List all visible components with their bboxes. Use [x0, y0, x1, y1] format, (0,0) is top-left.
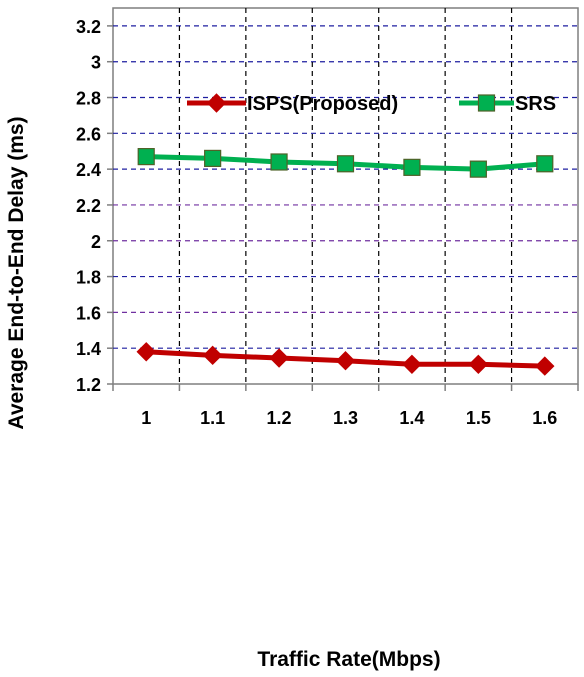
y-tick-label: 2.6 [76, 124, 101, 144]
x-tick-label: 1.4 [399, 408, 424, 428]
x-tick-label: 1.3 [333, 408, 358, 428]
x-tick-label: 1.6 [532, 408, 557, 428]
data-point [270, 153, 288, 171]
y-tick-label: 1.8 [76, 268, 101, 288]
legend-item: SRS [459, 93, 556, 115]
x-axis-title: Traffic Rate(Mbps) [257, 648, 440, 671]
legend-label: SRS [515, 93, 556, 115]
data-point [336, 155, 355, 173]
plot-area-border [112, 7, 579, 385]
data-point [469, 160, 487, 178]
legend-marker [477, 94, 496, 112]
y-axis-title: Average End-to-End Delay (ms) [5, 116, 28, 429]
plot-frame-group [112, 7, 579, 385]
y-tick-label: 2.8 [76, 89, 101, 109]
y-tick-label: 2 [91, 232, 101, 252]
data-point [536, 155, 554, 173]
data-point [403, 158, 421, 176]
data-point [402, 354, 422, 375]
x-tick-label: 1.2 [267, 408, 292, 428]
data-point [204, 149, 222, 167]
legend: ISPS(Proposed) SRS [187, 93, 556, 115]
legend-item: ISPS(Proposed) [187, 93, 398, 115]
legend-marker [206, 93, 227, 113]
data-point [535, 356, 555, 376]
x-tick-label: 1.5 [466, 408, 491, 428]
data-point [468, 354, 489, 375]
data-point [335, 351, 356, 371]
data-point [136, 342, 156, 362]
data-point [137, 148, 155, 166]
y-tick-label: 1.2 [76, 375, 101, 395]
legend-label: ISPS(Proposed) [247, 93, 398, 115]
axes: 1.2 1.4 1.6 1.8 2 2.2 2.4 2.6 2.8 3 3.2 1 1.1 1.2 1.3 1… [76, 17, 579, 428]
y-tick-label: 3 [91, 53, 101, 73]
y-tick-label: 1.6 [76, 303, 101, 323]
gridlines [113, 8, 578, 384]
data-point [202, 345, 223, 366]
x-tick-label: 1.1 [200, 408, 225, 428]
series-lines [136, 148, 555, 376]
y-tick-label: 1.4 [76, 339, 101, 359]
data-point [269, 348, 289, 368]
y-tick-label: 2.2 [76, 196, 101, 216]
y-tick-label: 2.4 [76, 160, 101, 180]
x-tick-label: 1 [141, 408, 151, 428]
series-square [137, 148, 554, 178]
y-tick-label: 3.2 [76, 17, 101, 37]
series-diamond [136, 342, 555, 376]
